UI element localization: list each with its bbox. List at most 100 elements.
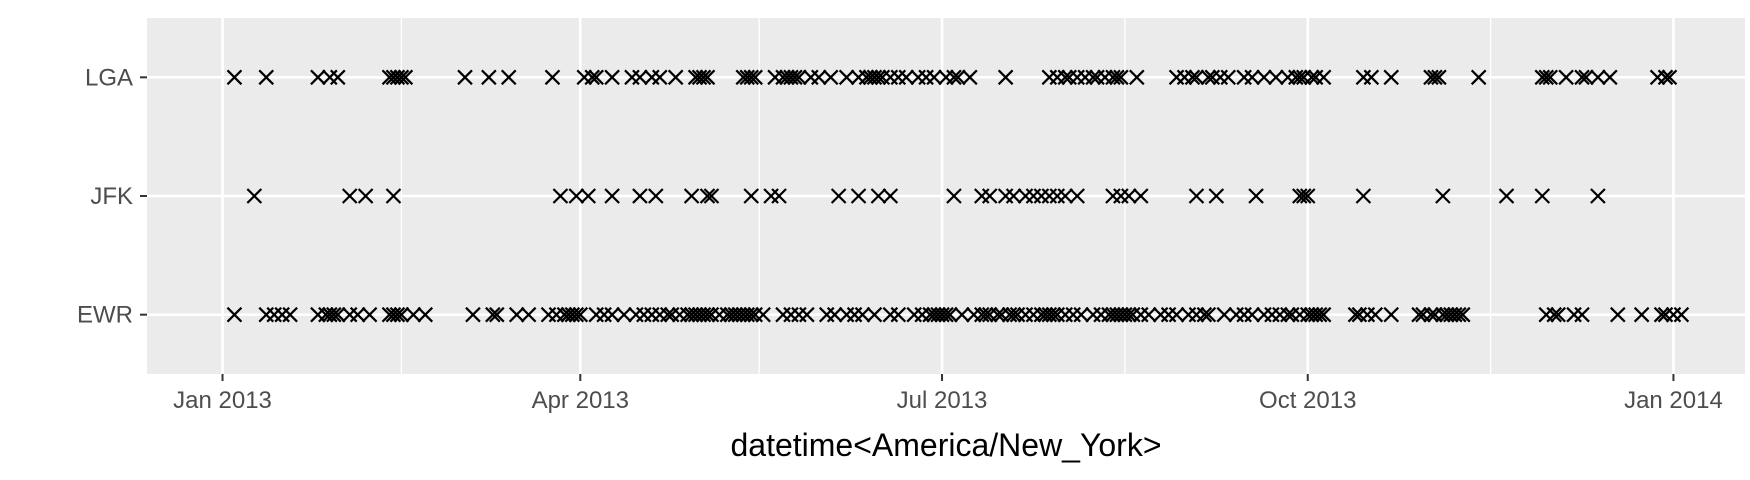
data-point — [1423, 306, 1439, 323]
data-point — [822, 69, 839, 86]
data-point — [520, 306, 537, 323]
data-point — [258, 69, 275, 86]
data-point — [962, 69, 978, 86]
data-point — [703, 188, 720, 204]
data-point — [1085, 69, 1101, 86]
data-point — [1073, 306, 1089, 323]
data-point — [1216, 306, 1233, 323]
data-point — [1121, 306, 1137, 323]
data-point — [1427, 69, 1443, 86]
data-point — [652, 69, 668, 86]
data-point — [882, 188, 899, 204]
data-point — [981, 188, 998, 204]
data-point — [1113, 69, 1129, 86]
data-point — [743, 188, 759, 204]
data-point — [417, 306, 434, 323]
data-point — [854, 306, 871, 323]
data-point — [604, 69, 620, 86]
data-point — [226, 306, 243, 323]
data-point — [226, 69, 243, 86]
data-point — [838, 69, 855, 86]
data-point — [341, 188, 358, 204]
data-point — [659, 306, 676, 323]
y-tick-label: JFK — [90, 183, 133, 210]
data-point — [1590, 188, 1606, 204]
points-layer — [226, 69, 1690, 323]
x-tick-label: Jan 2014 — [1624, 387, 1723, 414]
data-point — [1121, 188, 1137, 204]
data-point — [552, 188, 569, 204]
data-point — [1256, 69, 1272, 86]
data-point — [1200, 306, 1217, 323]
data-point — [616, 306, 632, 323]
data-point — [989, 306, 1006, 323]
data-point — [282, 306, 298, 323]
data-point — [1133, 188, 1149, 204]
data-point — [572, 306, 589, 323]
data-point — [1208, 188, 1225, 204]
data-point — [1383, 69, 1399, 86]
data-point — [1383, 306, 1399, 323]
data-point — [1005, 188, 1022, 204]
data-point — [588, 69, 604, 86]
data-point — [1673, 306, 1690, 323]
data-point — [942, 306, 958, 323]
data-point — [1542, 69, 1558, 86]
data-point — [1315, 306, 1332, 323]
data-point — [1435, 188, 1451, 204]
data-point — [361, 306, 378, 323]
data-point — [1653, 306, 1670, 323]
data-point — [898, 69, 915, 86]
data-point — [1045, 306, 1062, 323]
data-point — [544, 69, 561, 86]
data-point — [1311, 306, 1328, 323]
data-point — [997, 69, 1014, 86]
data-point — [1367, 306, 1384, 323]
data-point — [1411, 306, 1427, 323]
data-point — [405, 306, 422, 323]
data-point — [1498, 188, 1515, 204]
data-point — [743, 306, 759, 323]
data-point — [481, 69, 497, 86]
data-point — [508, 306, 525, 323]
data-point — [1578, 69, 1594, 86]
data-point — [1248, 188, 1264, 204]
data-point — [584, 69, 600, 86]
data-point — [791, 69, 807, 86]
data-point — [950, 69, 966, 86]
data-point — [1550, 306, 1566, 323]
data-point — [1538, 69, 1555, 86]
data-point — [326, 306, 342, 323]
data-point — [926, 69, 942, 86]
data-point — [1661, 69, 1678, 86]
data-point — [1057, 69, 1074, 86]
data-point — [771, 188, 787, 204]
data-point — [1534, 188, 1551, 204]
data-point — [1470, 69, 1487, 86]
data-point — [246, 188, 263, 204]
x-tick-label: Oct 2013 — [1259, 387, 1356, 414]
data-point — [799, 306, 815, 323]
data-point — [946, 188, 962, 204]
data-point — [385, 188, 402, 204]
data-point — [866, 306, 883, 323]
data-point — [938, 306, 954, 323]
data-point — [1244, 69, 1260, 86]
y-tick-label: LGA — [85, 64, 133, 91]
data-point — [632, 188, 648, 204]
data-point — [1292, 69, 1308, 86]
data-point — [890, 306, 907, 323]
y-tick-label: EWR — [77, 302, 133, 329]
data-point — [1558, 69, 1574, 86]
data-point — [500, 69, 517, 86]
data-point — [349, 306, 366, 323]
data-point — [393, 69, 410, 86]
data-point — [755, 306, 771, 323]
data-point — [1069, 188, 1085, 204]
data-point — [648, 188, 664, 204]
data-point — [489, 306, 505, 323]
data-point — [826, 306, 843, 323]
data-point — [580, 188, 597, 204]
data-point — [330, 306, 346, 323]
